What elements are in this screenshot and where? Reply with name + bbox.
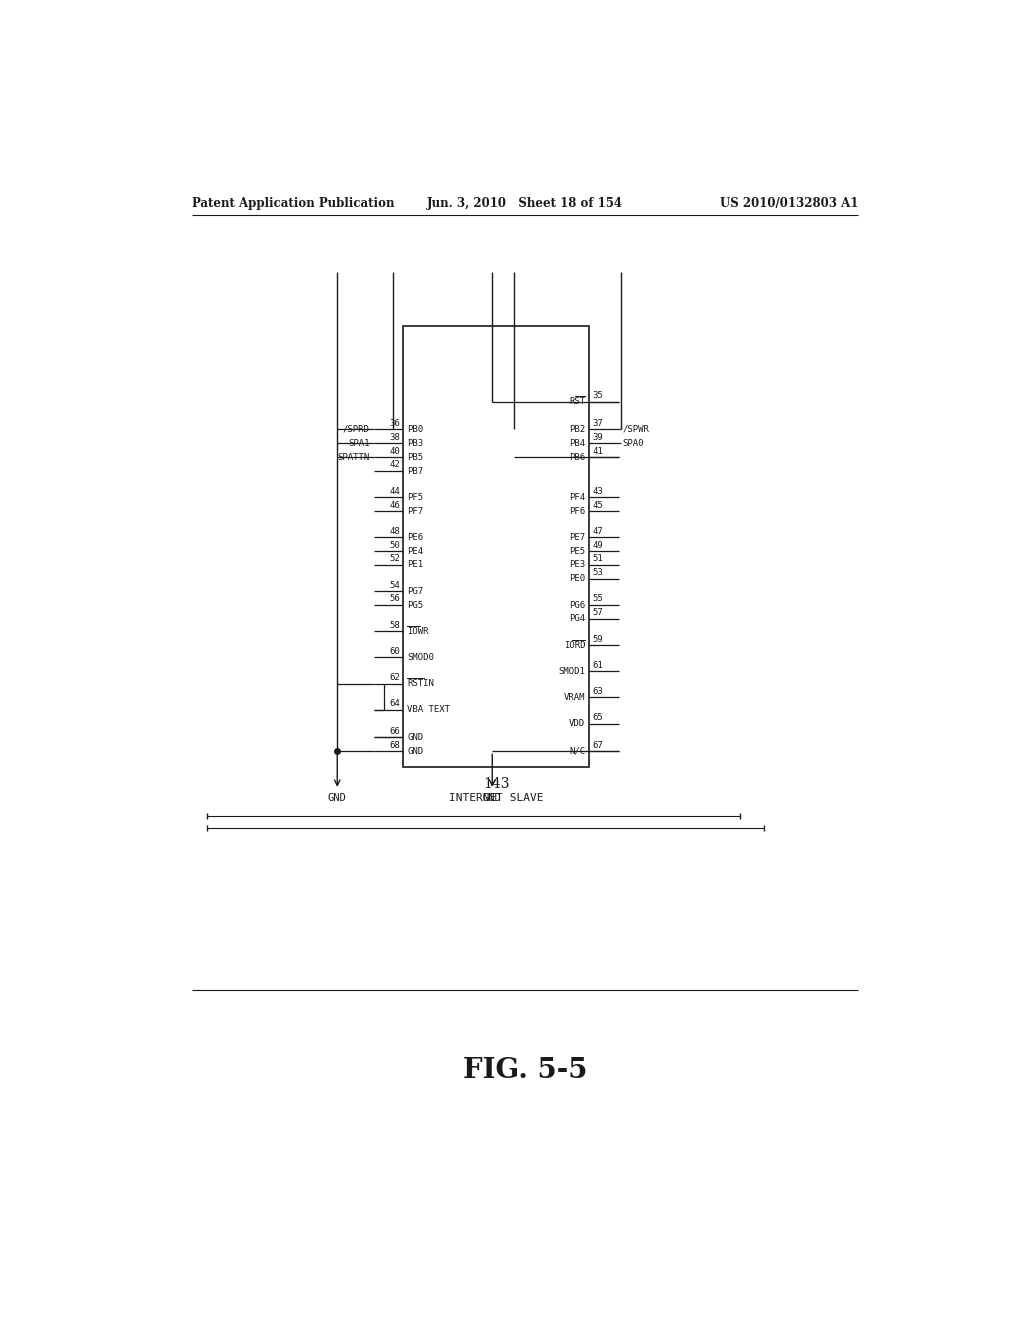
Text: IORD: IORD <box>564 640 586 649</box>
Text: 67: 67 <box>592 741 603 750</box>
Text: 52: 52 <box>389 554 400 564</box>
Text: PB2: PB2 <box>569 425 586 434</box>
Text: INTERNET SLAVE: INTERNET SLAVE <box>449 793 544 803</box>
Text: 53: 53 <box>592 569 603 577</box>
Text: PB6: PB6 <box>569 453 586 462</box>
Text: 57: 57 <box>592 609 603 618</box>
Text: 65: 65 <box>592 713 603 722</box>
Text: GND: GND <box>407 747 423 756</box>
Text: FIG. 5-5: FIG. 5-5 <box>463 1057 587 1084</box>
Text: PG5: PG5 <box>407 601 423 610</box>
Text: N/C: N/C <box>569 747 586 756</box>
Text: US 2010/0132803 A1: US 2010/0132803 A1 <box>720 197 858 210</box>
Text: 64: 64 <box>389 700 400 708</box>
Text: 40: 40 <box>389 446 400 455</box>
Text: PE4: PE4 <box>407 546 423 556</box>
Text: 44: 44 <box>389 487 400 496</box>
Text: SPA1: SPA1 <box>348 438 370 447</box>
Bar <box>403 326 589 767</box>
Text: PG6: PG6 <box>569 601 586 610</box>
Text: PF5: PF5 <box>407 492 423 502</box>
Text: 66: 66 <box>389 727 400 737</box>
Text: 47: 47 <box>592 527 603 536</box>
Text: 38: 38 <box>389 433 400 442</box>
Text: PE1: PE1 <box>407 561 423 569</box>
Text: 43: 43 <box>592 487 603 496</box>
Text: PF4: PF4 <box>569 492 586 502</box>
Text: PE6: PE6 <box>407 533 423 541</box>
Text: 61: 61 <box>592 661 603 669</box>
Text: 51: 51 <box>592 554 603 564</box>
Text: 35: 35 <box>592 391 603 400</box>
Text: PE0: PE0 <box>569 574 586 583</box>
Text: 42: 42 <box>389 461 400 470</box>
Text: SPA0: SPA0 <box>623 438 644 447</box>
Text: 48: 48 <box>389 527 400 536</box>
Text: 37: 37 <box>592 418 603 428</box>
Text: 49: 49 <box>592 541 603 549</box>
Text: PB7: PB7 <box>407 466 423 475</box>
Text: /SPWR: /SPWR <box>623 425 649 434</box>
Text: GND: GND <box>483 793 502 803</box>
Text: PB3: PB3 <box>407 438 423 447</box>
Text: 46: 46 <box>389 500 400 510</box>
Text: 55: 55 <box>592 594 603 603</box>
Text: PE3: PE3 <box>569 561 586 569</box>
Text: PF7: PF7 <box>407 507 423 516</box>
Text: 62: 62 <box>389 673 400 682</box>
Text: 58: 58 <box>389 620 400 630</box>
Text: SMOD0: SMOD0 <box>407 653 434 661</box>
Text: 63: 63 <box>592 686 603 696</box>
Text: /SPRD: /SPRD <box>343 425 370 434</box>
Text: 54: 54 <box>389 581 400 590</box>
Text: PB4: PB4 <box>569 438 586 447</box>
Text: GND: GND <box>407 733 423 742</box>
Text: 60: 60 <box>389 647 400 656</box>
Text: 45: 45 <box>592 500 603 510</box>
Text: RSTIN: RSTIN <box>407 678 434 688</box>
Text: 36: 36 <box>389 418 400 428</box>
Text: PE5: PE5 <box>569 546 586 556</box>
Text: PG4: PG4 <box>569 614 586 623</box>
Text: 50: 50 <box>389 541 400 549</box>
Text: 41: 41 <box>592 446 603 455</box>
Text: IOWR: IOWR <box>407 627 428 636</box>
Text: GND: GND <box>328 793 347 803</box>
Text: 56: 56 <box>389 594 400 603</box>
Text: Jun. 3, 2010   Sheet 18 of 154: Jun. 3, 2010 Sheet 18 of 154 <box>427 197 623 210</box>
Text: SPATTN: SPATTN <box>338 453 370 462</box>
Text: PB5: PB5 <box>407 453 423 462</box>
Text: PG7: PG7 <box>407 586 423 595</box>
Text: 68: 68 <box>389 741 400 750</box>
Text: PE7: PE7 <box>569 533 586 541</box>
Text: Patent Application Publication: Patent Application Publication <box>191 197 394 210</box>
Text: VRAM: VRAM <box>564 693 586 702</box>
Text: RST: RST <box>569 397 586 407</box>
Text: 59: 59 <box>592 635 603 644</box>
Text: 143: 143 <box>483 777 509 792</box>
Text: VBA TEXT: VBA TEXT <box>407 705 450 714</box>
Text: PF6: PF6 <box>569 507 586 516</box>
Text: PB0: PB0 <box>407 425 423 434</box>
Text: 39: 39 <box>592 433 603 442</box>
Text: VDD: VDD <box>569 719 586 729</box>
Text: SMOD1: SMOD1 <box>558 667 586 676</box>
